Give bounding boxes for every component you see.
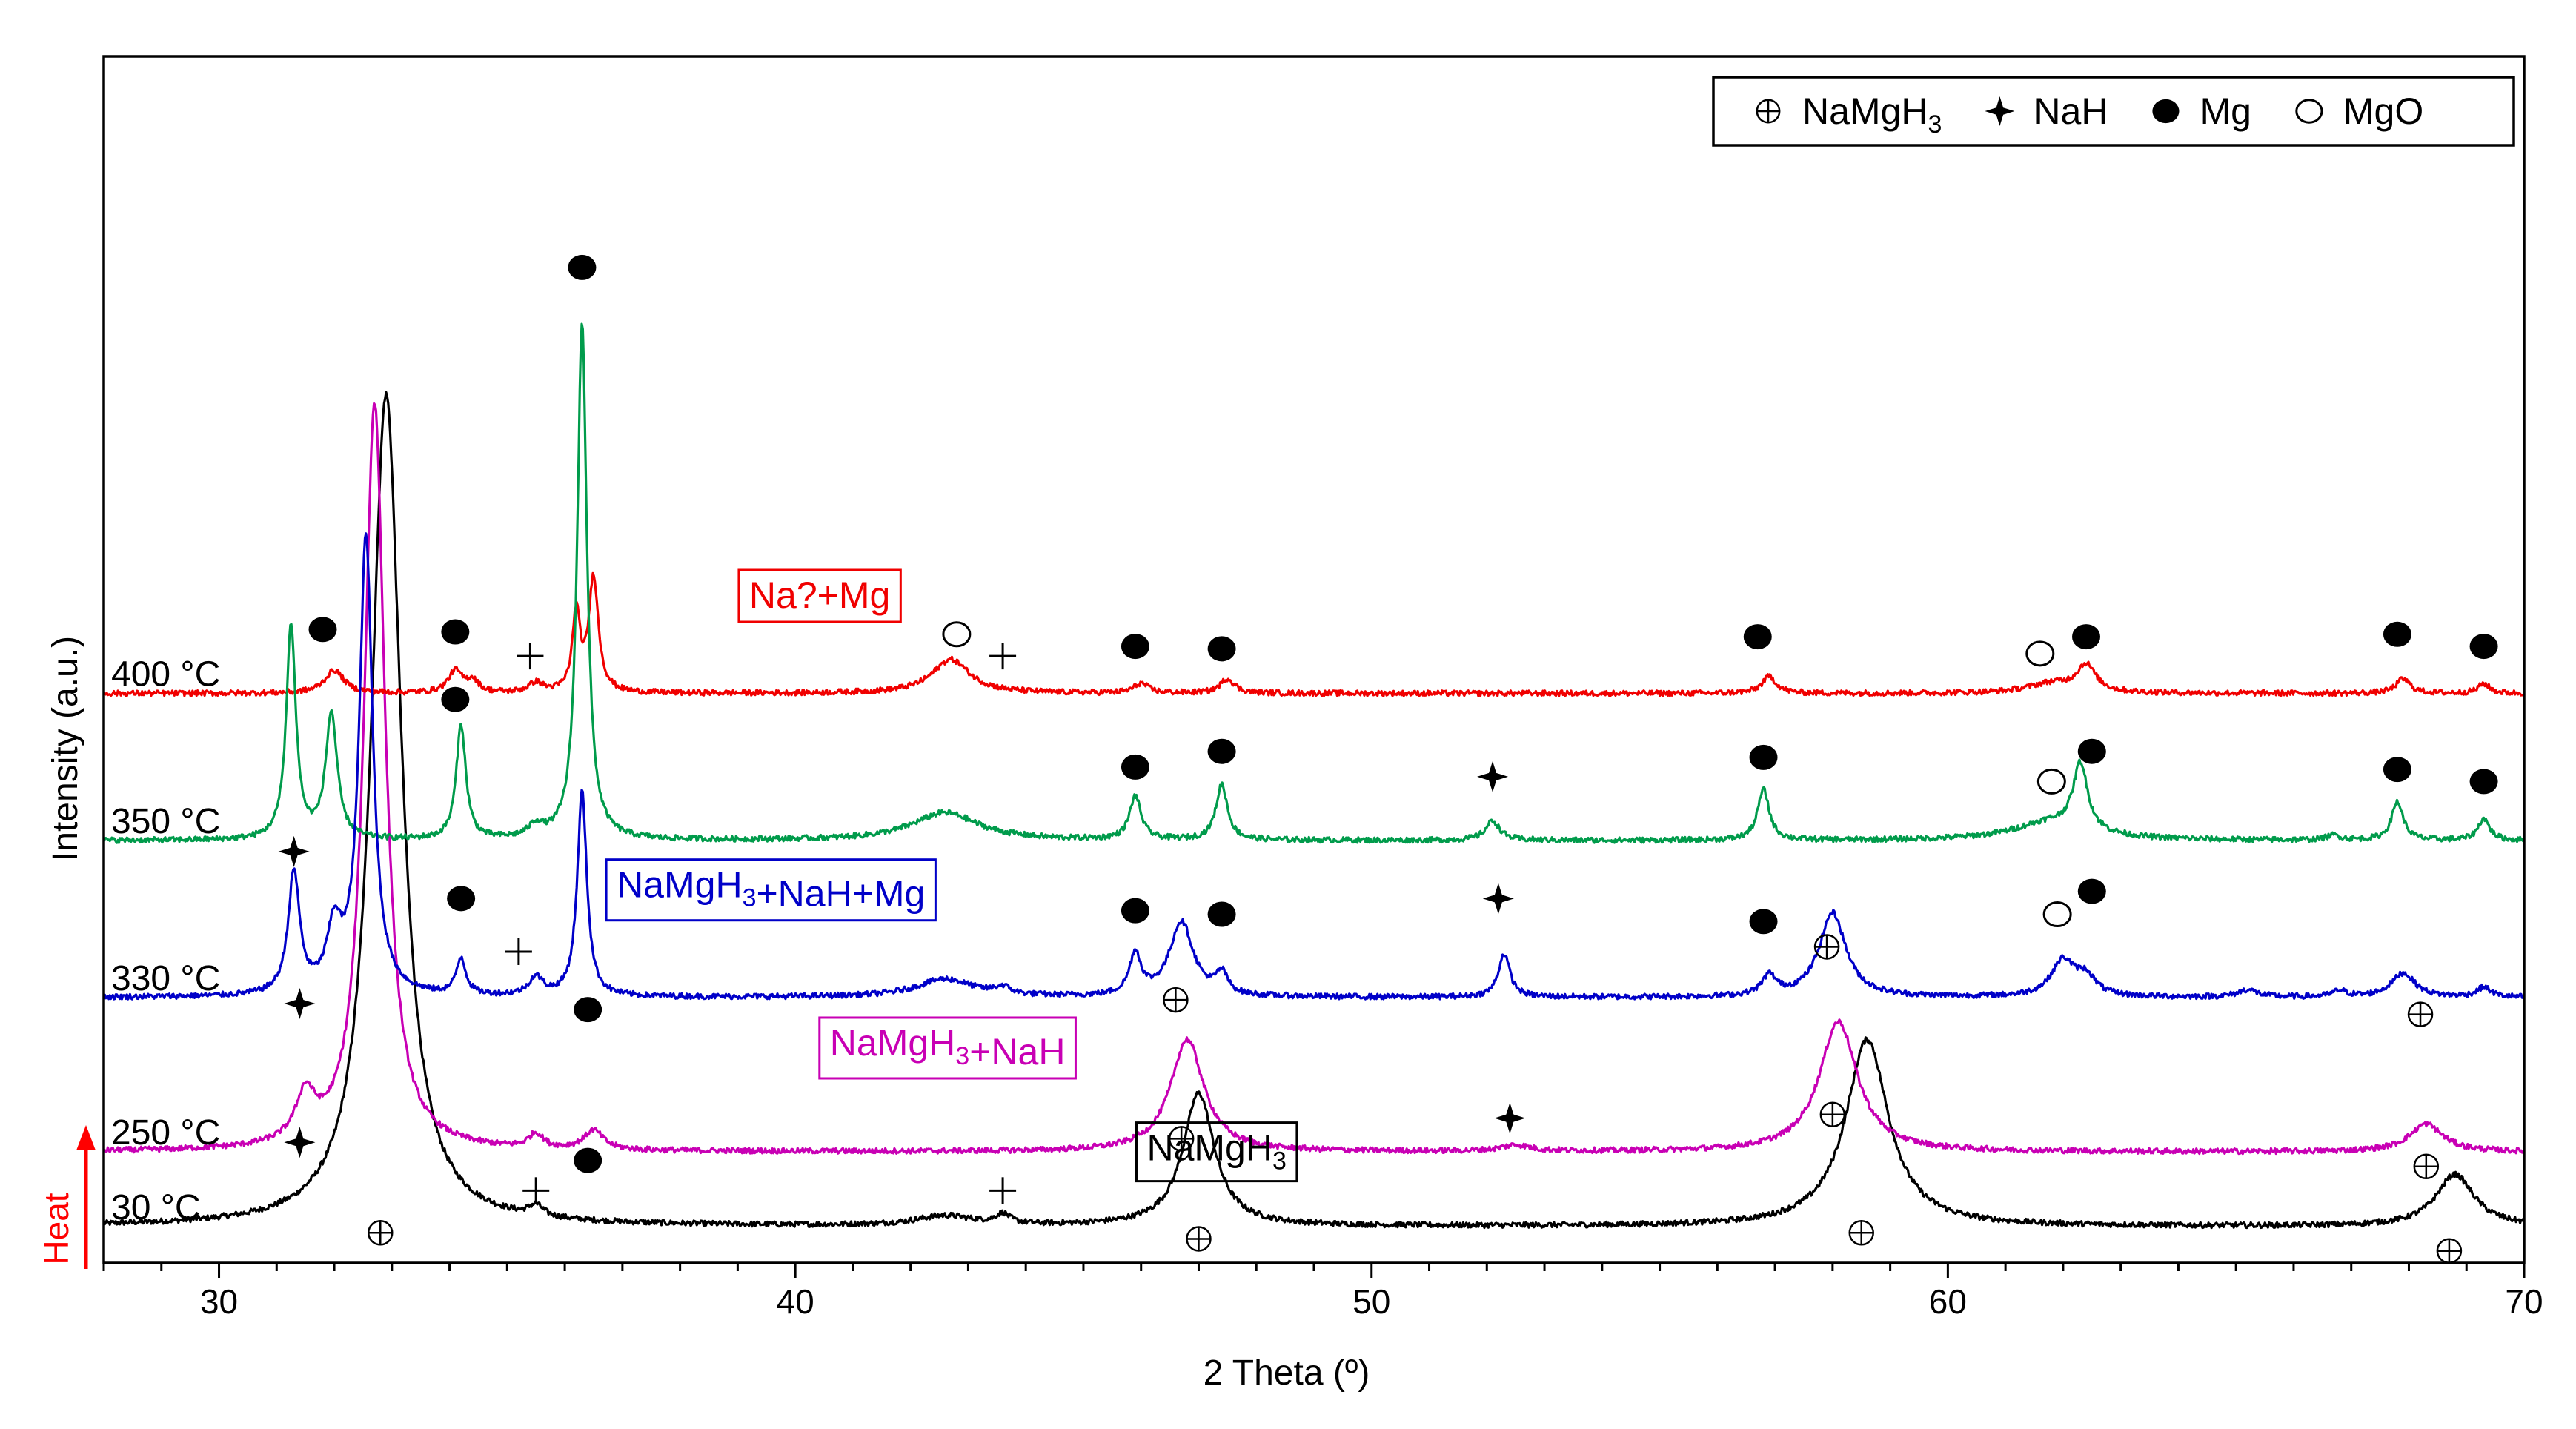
legend-marker-filled-circle	[2152, 99, 2180, 124]
heat-arrow: Heat	[37, 1125, 96, 1269]
phase-marker-oplus-2-6	[2413, 1153, 2440, 1180]
phase-marker-filled-circle-4-6	[1749, 744, 1778, 770]
phase-marker-filled-circle-2-2	[574, 1147, 602, 1173]
x-tick-label: 60	[1929, 1282, 1967, 1321]
phase-marker-filled-circle-5-4	[568, 254, 597, 280]
legend-label-1: NaMgH3	[1802, 90, 1942, 139]
phase-marker-filled-circle-5-13	[2469, 634, 2498, 660]
phase-marker-filled-circle-3-2	[447, 886, 476, 912]
phase-marker-filled-circle-5-9	[1743, 624, 1772, 650]
phase-annotation-1: NaMgH3	[1135, 1121, 1298, 1183]
phase-marker-filled-circle-5-7	[1121, 634, 1149, 660]
phase-marker-filled-circle-4-9	[2383, 757, 2411, 783]
x-tick-label: 30	[200, 1282, 238, 1321]
phase-marker-open-circle-5-5	[942, 621, 972, 648]
phase-marker-filled-circle-3-12	[2077, 878, 2106, 904]
phase-marker-plus-3-3	[505, 938, 532, 965]
phase-marker-oplus-2-5	[1819, 1101, 1846, 1128]
legend-label-4: MgO	[2343, 90, 2423, 132]
series-line-4	[102, 322, 2525, 844]
phase-marker-oplus-1-1	[368, 1220, 394, 1246]
legend: NaMgH3 NaH Mg MgO	[1712, 76, 2515, 147]
phase-marker-oplus-1-4	[1186, 1226, 1212, 1252]
phase-marker-filled-circle-3-4	[574, 997, 602, 1023]
phase-marker-oplus-3-5	[1163, 987, 1189, 1013]
legend-marker-star	[1985, 96, 2015, 126]
phase-marker-star-3-1	[284, 987, 316, 1019]
phase-marker-filled-circle-4-8	[2077, 738, 2106, 764]
phase-marker-filled-circle-3-6	[1121, 898, 1149, 924]
legend-marker-open-circle	[2295, 99, 2323, 124]
legend-box	[1712, 76, 2515, 147]
legend-marker-oplus	[1756, 99, 1781, 124]
phase-marker-filled-circle-4-10	[2469, 769, 2498, 795]
phase-marker-star-4-1	[278, 835, 310, 867]
phase-annotation-3: NaMgH3+NaH+Mg	[605, 858, 937, 922]
phase-marker-open-circle-4-7	[2036, 768, 2066, 795]
phase-marker-oplus-3-13	[2407, 1001, 2434, 1027]
phase-marker-filled-circle-5-8	[1207, 636, 1236, 662]
phase-marker-filled-circle-5-12	[2383, 621, 2411, 647]
phase-marker-star-4-5	[1477, 760, 1509, 792]
phase-annotation-2: NaMgH3+NaH	[818, 1016, 1077, 1080]
phase-marker-filled-circle-5-1	[308, 617, 337, 643]
temperature-label: 30 °C	[111, 1188, 201, 1227]
phase-marker-filled-circle-3-9	[1749, 909, 1778, 935]
series-line-3	[102, 532, 2526, 1001]
svg-text:NaMgH3: NaMgH3	[1146, 1127, 1286, 1176]
x-axis-title: 2 Theta (º)	[1204, 1353, 1370, 1393]
phase-marker-plus-5-3	[517, 643, 544, 670]
x-tick-label: 40	[777, 1282, 814, 1321]
phase-marker-filled-circle-5-11	[2072, 624, 2101, 650]
phase-marker-plus-1-2	[522, 1177, 550, 1204]
heat-label: Heat	[37, 1193, 76, 1264]
svg-text:Na?+Mg: Na?+Mg	[749, 574, 890, 616]
phase-marker-oplus-1-6	[2436, 1238, 2463, 1264]
temperature-label: 400 °C	[111, 655, 220, 694]
svg-text:NaMgH3+NaH+Mg: NaMgH3+NaH+Mg	[617, 864, 925, 915]
legend-label-2: NaH	[2034, 90, 2108, 132]
legend-label-3: Mg	[2200, 90, 2251, 132]
temperature-label: 350 °C	[111, 802, 220, 841]
phase-marker-filled-circle-5-2	[441, 619, 470, 645]
phase-marker-oplus-2-3	[1168, 1126, 1195, 1152]
phase-marker-star-3-8	[1482, 883, 1514, 915]
svg-text:NaMgH3+NaH: NaMgH3+NaH	[830, 1022, 1066, 1072]
phase-marker-plus-1-3	[989, 1177, 1017, 1204]
phase-marker-open-circle-5-10	[2025, 640, 2055, 667]
phase-marker-filled-circle-3-7	[1207, 901, 1236, 927]
y-axis-title: Intensity (a.u.)	[46, 636, 85, 861]
phase-annotation-5: Na?+Mg	[737, 568, 902, 623]
series-line-2	[103, 402, 2526, 1156]
phase-marker-star-2-4	[1494, 1102, 1526, 1134]
phase-marker-plus-5-6	[989, 643, 1017, 670]
temperature-label: 250 °C	[111, 1113, 220, 1153]
x-tick-label: 70	[2505, 1282, 2543, 1321]
phase-marker-filled-circle-4-2	[441, 686, 470, 712]
series-line-1	[102, 391, 2525, 1230]
phase-marker-open-circle-3-11	[2042, 901, 2072, 928]
temperature-label: 330 °C	[111, 959, 220, 998]
phase-marker-oplus-3-10	[1813, 934, 1840, 960]
phase-marker-oplus-1-5	[1848, 1220, 1874, 1246]
phase-marker-filled-circle-4-3	[1121, 754, 1149, 780]
phase-marker-star-2-1	[284, 1127, 316, 1158]
series-line-5	[102, 571, 2525, 697]
phase-marker-filled-circle-4-4	[1207, 738, 1236, 764]
x-tick-label: 50	[1352, 1282, 1390, 1321]
